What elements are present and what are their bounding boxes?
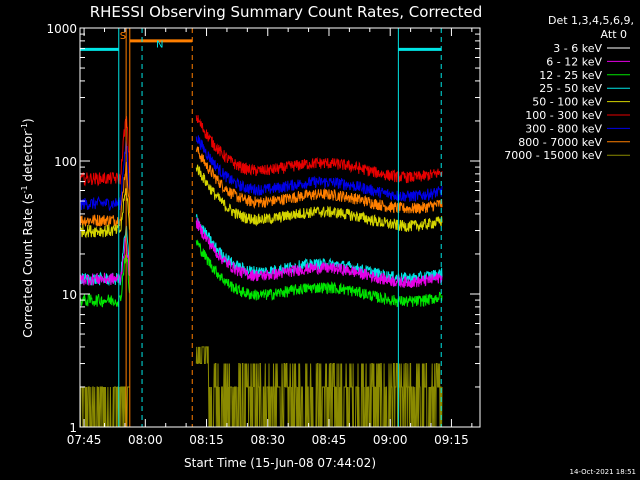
y-axis-ticks: 1 10 100 1000 xyxy=(46,22,480,435)
series-line-1-1 xyxy=(195,217,443,288)
series-line-5-1 xyxy=(195,115,443,184)
legend-label-0: 3 - 6 keV xyxy=(553,42,602,55)
series-line-2-0 xyxy=(79,253,130,308)
series-line-5-0 xyxy=(79,116,130,187)
legend-label-7: 800 - 7000 keV xyxy=(518,136,602,149)
legend-label-1: 6 - 12 keV xyxy=(546,55,602,68)
orbit-bar-label-0: S xyxy=(120,31,126,42)
y-axis-label: Corrected Count Rate (s-1 detector-1) xyxy=(20,118,35,337)
orbit-bar-label-1: N xyxy=(156,39,163,50)
x-tick-label-0: 07:45 xyxy=(67,433,102,447)
y-axis-label-mid: detector xyxy=(21,131,35,186)
series-line-0-1 xyxy=(195,266,443,342)
y-tick-label-1: 10 xyxy=(62,288,77,302)
x-tick-label-3: 08:30 xyxy=(250,433,285,447)
x-tick-label-6: 09:15 xyxy=(434,433,469,447)
x-tick-label-2: 08:15 xyxy=(189,433,224,447)
y-tick-label-2: 100 xyxy=(54,155,77,169)
legend-label-2: 12 - 25 keV xyxy=(539,69,602,82)
legend-header-attenuator: Att 0 xyxy=(601,28,627,41)
series-line-6-1 xyxy=(195,135,443,203)
legend-label-4: 50 - 100 keV xyxy=(532,96,602,109)
chart-title: RHESSI Observing Summary Count Rates, Co… xyxy=(90,3,483,21)
timestamp: 14-Oct-2021 18:51 xyxy=(570,468,636,476)
legend-header-detectors: Det 1,3,4,5,6,9, xyxy=(548,14,634,27)
series-line-7-1 xyxy=(195,146,443,215)
x-axis-label: Start Time (15-Jun-08 07:44:02) xyxy=(184,456,376,470)
x-tick-label-1: 08:00 xyxy=(128,433,163,447)
event-lines xyxy=(118,28,442,427)
y-axis-label-main: Corrected Count Rate (s xyxy=(21,193,35,337)
series-line-4-0 xyxy=(79,188,130,239)
series-line-1-0 xyxy=(79,237,130,286)
series-line-0-0 xyxy=(79,279,130,341)
legend-label-5: 100 - 300 keV xyxy=(525,109,602,122)
y-tick-label-3: 1000 xyxy=(46,22,77,36)
series-line-7-0 xyxy=(79,161,130,229)
legend-label-8: 7000 - 15000 keV xyxy=(504,149,602,162)
y-axis-label-sup2: -1 xyxy=(20,123,29,131)
legend-label-6: 300 - 800 keV xyxy=(525,122,602,135)
series-line-4-1 xyxy=(195,164,443,233)
x-axis-ticks: 07:45 08:00 08:15 08:30 08:45 09:00 09:15 xyxy=(67,28,473,447)
plot-frame xyxy=(79,27,481,428)
series-line-6-0 xyxy=(79,140,130,211)
legend-label-3: 25 - 50 keV xyxy=(539,82,602,95)
y-tick-label-0: 1 xyxy=(69,421,77,435)
series-line-2-1 xyxy=(195,239,443,308)
series-line-8-0 xyxy=(79,386,130,428)
data-layer xyxy=(79,115,443,428)
y-axis-label-sup1: -1 xyxy=(20,185,29,193)
x-tick-label-4: 08:45 xyxy=(312,433,347,447)
orbit-bars: SN xyxy=(80,31,442,51)
x-tick-label-5: 09:00 xyxy=(373,433,408,447)
y-axis-label-end: ) xyxy=(21,118,35,123)
